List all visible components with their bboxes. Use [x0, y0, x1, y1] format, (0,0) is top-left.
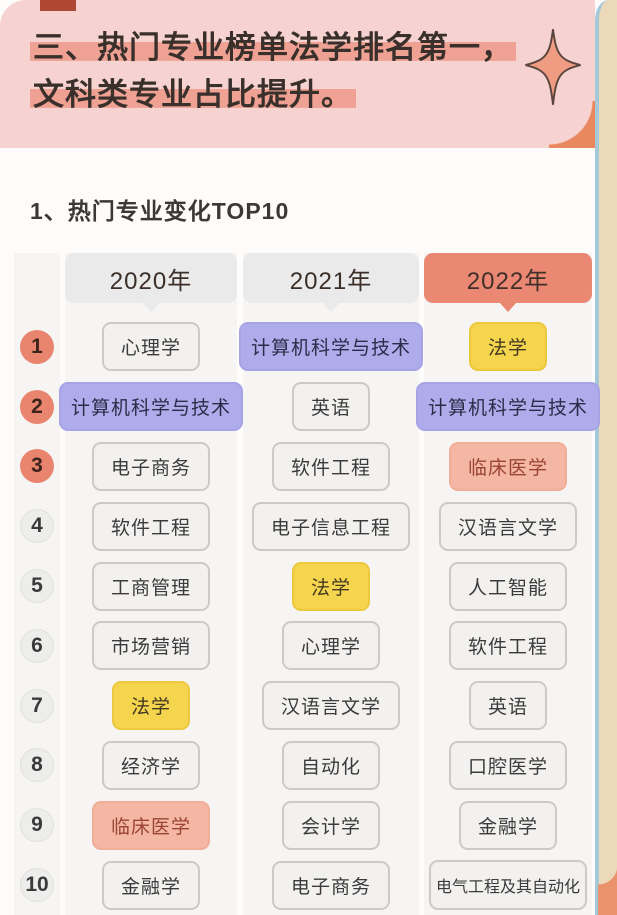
table-row: 3 电子商务 软件工程 临床医学	[0, 437, 592, 497]
edge-corner-curl	[598, 865, 617, 915]
sparkle-icon	[525, 29, 581, 105]
major-pill: 自动化	[281, 740, 380, 790]
major-pill: 会计学	[281, 800, 380, 850]
rank-badge: 3	[20, 449, 54, 484]
major-pill: 英语	[291, 382, 370, 432]
table-row: 5 工商管理 法学 人工智能	[0, 556, 592, 616]
table-row: 2 计算机科学与技术 英语 计算机科学与技术	[0, 377, 601, 437]
year-tab-label: 2020年	[109, 267, 193, 295]
ranking-table: 1 心理学 计算机科学与技术 法学 2 计算机科学与技术 英语 计算机科学与技术…	[0, 317, 601, 915]
year-header-row: 2020年 2021年 2022年	[0, 253, 592, 312]
major-pill: 心理学	[281, 621, 380, 671]
major-pill: 法学	[111, 681, 190, 731]
rank-badge: 9	[20, 808, 54, 843]
table-row: 4 软件工程 电子信息工程 汉语言文学	[0, 496, 592, 556]
year-tab-label: 2022年	[466, 267, 550, 295]
page-edge-strip	[595, 0, 617, 915]
major-pill: 电气工程及其自动化	[428, 860, 587, 911]
rank-badge: 7	[20, 688, 54, 723]
major-pill: 电子商务	[91, 441, 210, 491]
major-pill: 软件工程	[91, 501, 210, 551]
rank-badge: 10	[20, 868, 54, 903]
rank-badge: 5	[20, 569, 54, 604]
major-pill: 市场营销	[91, 621, 210, 671]
year-tab-label: 2021年	[289, 267, 373, 295]
table-row: 7 法学 汉语言文学 英语	[0, 676, 592, 736]
major-pill: 汉语言文学	[261, 681, 400, 731]
major-pill: 软件工程	[448, 621, 567, 671]
major-pill: 计算机科学与技术	[239, 322, 424, 372]
top-red-accent	[40, 0, 76, 11]
rank-badge: 1	[20, 329, 54, 364]
rank-badge: 2	[20, 389, 54, 424]
table-row: 10 金融学 电子商务 电气工程及其自动化	[0, 855, 592, 915]
major-pill: 金融学	[101, 860, 200, 910]
major-pill: 临床医学	[91, 800, 210, 850]
tab-pointer-icon	[142, 302, 160, 312]
major-pill: 汉语言文学	[438, 501, 577, 551]
major-pill: 电子商务	[271, 860, 390, 910]
major-pill: 计算机科学与技术	[416, 382, 601, 432]
table-row: 6 市场营销 心理学 软件工程	[0, 616, 592, 676]
rank-badge: 8	[20, 748, 54, 783]
major-pill: 电子信息工程	[251, 501, 410, 551]
major-pill: 心理学	[101, 322, 200, 372]
table-row: 9 临床医学 会计学 金融学	[0, 795, 592, 855]
major-pill: 口腔医学	[448, 740, 567, 790]
major-pill: 临床医学	[448, 441, 567, 491]
major-pill: 工商管理	[91, 561, 210, 611]
table-row: 8 经济学 自动化 口腔医学	[0, 736, 592, 796]
table-row: 1 心理学 计算机科学与技术 法学	[0, 317, 592, 377]
major-pill: 软件工程	[271, 441, 390, 491]
tab-pointer-icon	[322, 302, 340, 312]
major-pill: 英语	[468, 681, 547, 731]
year-tab-2021: 2021年	[243, 253, 419, 312]
major-pill: 金融学	[458, 800, 557, 850]
major-pill: 计算机科学与技术	[59, 382, 244, 432]
major-pill: 经济学	[101, 740, 200, 790]
major-pill: 法学	[468, 322, 547, 372]
year-tab-2022: 2022年	[424, 253, 592, 312]
section-title: 1、热门专业变化TOP10	[30, 198, 290, 224]
page-title-line2: 文科类专业占比提升。	[30, 77, 356, 112]
page-title: 三、热门专业榜单法学排名第一， 文科类专业占比提升。	[30, 24, 516, 118]
major-pill: 法学	[291, 561, 370, 611]
hero-banner: 三、热门专业榜单法学排名第一， 文科类专业占比提升。	[0, 0, 595, 148]
rank-badge: 4	[20, 509, 54, 544]
rank-badge: 6	[20, 628, 54, 663]
tab-pointer-icon	[499, 302, 517, 312]
page-title-line1: 三、热门专业榜单法学排名第一，	[30, 30, 516, 65]
year-tab-2020: 2020年	[65, 253, 237, 312]
hero-corner-curl	[549, 101, 595, 148]
major-pill: 人工智能	[448, 561, 567, 611]
